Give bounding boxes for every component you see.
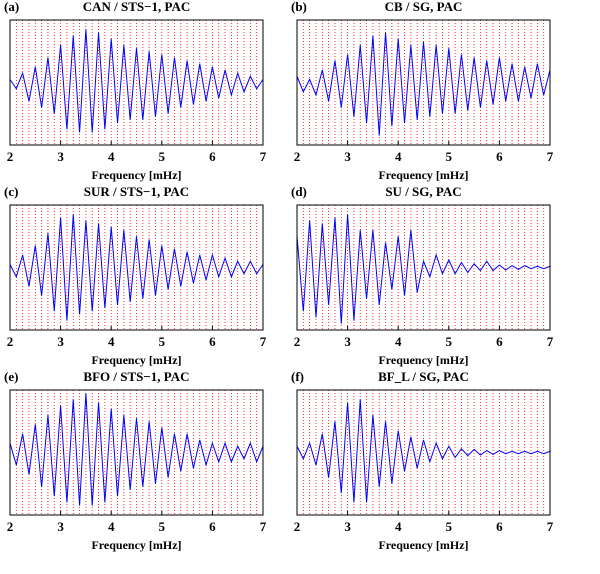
spectrum-line bbox=[9, 393, 264, 506]
panel-label: (a) bbox=[4, 0, 19, 14]
x-axis-label: Frequency [mHz] bbox=[378, 168, 468, 182]
x-tick-label: 6 bbox=[496, 519, 503, 534]
plot-frame bbox=[296, 204, 551, 331]
x-axis-label: Frequency [mHz] bbox=[378, 538, 468, 552]
x-tick-label: 6 bbox=[496, 334, 503, 349]
x-tick-label: 3 bbox=[57, 334, 64, 349]
panel-label: (f) bbox=[291, 369, 304, 384]
x-tick-label: 5 bbox=[159, 149, 166, 164]
x-tick-label: 4 bbox=[108, 519, 115, 534]
panel-label: (d) bbox=[291, 184, 307, 199]
plot-frame bbox=[296, 19, 551, 146]
x-tick-label: 7 bbox=[260, 334, 267, 349]
plot-frame bbox=[9, 389, 264, 516]
x-tick-label: 7 bbox=[260, 149, 267, 164]
plot-frame bbox=[9, 19, 264, 146]
panel-label: (e) bbox=[4, 369, 18, 384]
x-axis-label: Frequency [mHz] bbox=[378, 353, 468, 367]
x-axis-label: Frequency [mHz] bbox=[91, 168, 181, 182]
x-tick-label: 3 bbox=[344, 334, 351, 349]
x-tick-label: 3 bbox=[57, 519, 64, 534]
plot-frame bbox=[296, 389, 551, 516]
x-tick-label: 4 bbox=[395, 334, 402, 349]
x-tick-label: 2 bbox=[7, 149, 14, 164]
x-tick-label: 2 bbox=[294, 334, 301, 349]
panel-title: SU / SG, PAC bbox=[385, 184, 461, 199]
panel-title: SUR / STS−1, PAC bbox=[84, 184, 189, 199]
x-tick-label: 7 bbox=[260, 519, 267, 534]
panel-title: BFO / STS−1, PAC bbox=[83, 369, 189, 384]
x-tick-label: 5 bbox=[446, 519, 453, 534]
x-tick-label: 6 bbox=[209, 149, 216, 164]
panel-title: BF_L / SG, PAC bbox=[378, 369, 469, 384]
x-axis-label: Frequency [mHz] bbox=[91, 538, 181, 552]
x-tick-label: 5 bbox=[159, 519, 166, 534]
spectrum-line bbox=[9, 214, 264, 321]
panel-title: CAN / STS−1, PAC bbox=[83, 0, 191, 14]
x-tick-label: 7 bbox=[547, 334, 554, 349]
x-tick-label: 2 bbox=[294, 519, 301, 534]
x-tick-label: 5 bbox=[159, 334, 166, 349]
x-tick-label: 7 bbox=[547, 519, 554, 534]
panel-title: CB / SG, PAC bbox=[385, 0, 463, 14]
x-axis-label: Frequency [mHz] bbox=[91, 353, 181, 367]
x-tick-label: 4 bbox=[108, 149, 115, 164]
x-tick-label: 2 bbox=[294, 149, 301, 164]
x-tick-label: 4 bbox=[395, 519, 402, 534]
x-tick-label: 5 bbox=[446, 334, 453, 349]
x-tick-label: 7 bbox=[547, 149, 554, 164]
x-tick-label: 3 bbox=[57, 149, 64, 164]
x-tick-label: 3 bbox=[344, 149, 351, 164]
x-tick-label: 5 bbox=[446, 149, 453, 164]
spectrum-line bbox=[296, 399, 551, 503]
spectrum-line bbox=[296, 32, 551, 136]
x-tick-label: 6 bbox=[496, 149, 503, 164]
plot-frame bbox=[9, 204, 264, 331]
panel-label: (c) bbox=[4, 184, 18, 199]
x-tick-label: 4 bbox=[395, 149, 402, 164]
spectrum-line bbox=[296, 214, 551, 324]
x-tick-label: 4 bbox=[108, 334, 115, 349]
spectrum-line bbox=[9, 29, 264, 133]
x-tick-label: 2 bbox=[7, 334, 14, 349]
x-tick-label: 6 bbox=[209, 334, 216, 349]
x-tick-label: 3 bbox=[344, 519, 351, 534]
x-tick-label: 2 bbox=[7, 519, 14, 534]
panel-label: (b) bbox=[291, 0, 307, 14]
x-tick-label: 6 bbox=[209, 519, 216, 534]
